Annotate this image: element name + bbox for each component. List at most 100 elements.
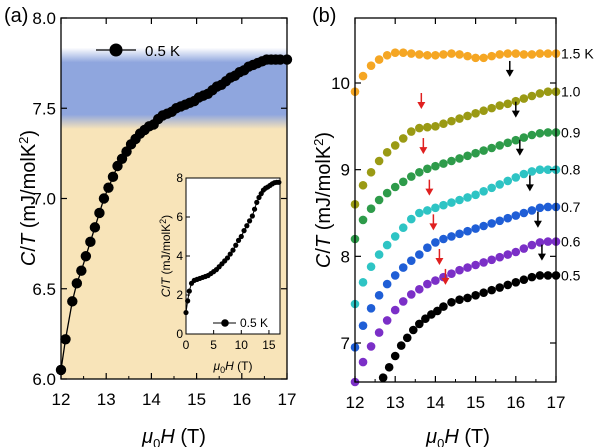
panel-b-point xyxy=(519,275,529,285)
panel-a-xtick-label: 14 xyxy=(142,390,161,409)
panel-b-xtick-label: 13 xyxy=(386,393,405,412)
panel-b-point xyxy=(366,342,376,351)
panel-b-point xyxy=(358,321,368,330)
panel-b-point xyxy=(527,240,537,250)
panel-b-point xyxy=(406,290,416,299)
panel-b-xtick-label: 17 xyxy=(547,393,566,412)
panel-b-point xyxy=(511,173,521,182)
panel-b-point xyxy=(423,122,432,132)
panel-b-point xyxy=(415,123,424,133)
panel-b-point xyxy=(423,206,432,215)
panel-b-point xyxy=(479,288,488,298)
transition-arrow-head xyxy=(505,69,514,77)
panel-b-xtick-label: 12 xyxy=(346,393,365,412)
panel-b-point xyxy=(374,250,384,259)
inset-background xyxy=(186,178,280,334)
panel-b-point xyxy=(495,283,505,292)
series-temperature-label: 1.5 K xyxy=(561,46,594,62)
panel-b-point xyxy=(495,50,505,59)
panel-b-point xyxy=(519,244,529,253)
panel-b-ytick-label: 10 xyxy=(331,74,350,93)
inset-point xyxy=(238,233,244,240)
panel-b-xlabel: μ0H (T) xyxy=(425,426,490,447)
inset-ytick-label: 2 xyxy=(176,288,183,302)
panel-b-point xyxy=(398,177,408,187)
panel-b-point xyxy=(431,161,440,171)
inset: 0 5 10 15 0 2 4 6 8 0.5 K C/T (mJ/molK2) μ0H (T) xyxy=(158,171,282,375)
inset-ytick-label: 0 xyxy=(176,327,183,341)
panel-b-point xyxy=(382,188,392,198)
panel-b-point xyxy=(398,223,408,233)
transition-arrow-head xyxy=(537,253,546,261)
panel-b-point xyxy=(421,314,430,324)
inset-point xyxy=(254,199,260,205)
panel-b-ytick-label: 8 xyxy=(341,247,350,266)
panel-b-point xyxy=(527,50,537,59)
panel-b-point xyxy=(406,172,416,181)
panel-b-point xyxy=(503,280,513,290)
inset-xlabel: μ0H (T) xyxy=(213,359,253,375)
panel-b-ytick-label: 7 xyxy=(341,334,350,353)
transition-arrow xyxy=(417,93,426,109)
panel-b-point xyxy=(503,250,513,259)
panel-a-point xyxy=(85,236,96,248)
panel-b-point xyxy=(455,295,464,304)
panel-a-legend-label: 0.5 K xyxy=(145,43,180,60)
series-temperature-label: 0.7 xyxy=(561,199,581,215)
panel-b-point xyxy=(439,50,448,59)
inset-ytick-label: 8 xyxy=(176,171,183,185)
panel-b-point xyxy=(543,165,553,174)
panel-b-point xyxy=(535,203,545,213)
panel-b-point xyxy=(402,333,412,343)
panel-a-ytick-label: 7.5 xyxy=(32,99,56,118)
panel-b-point xyxy=(447,116,456,126)
panel-b-point xyxy=(519,50,529,59)
panel-b-point xyxy=(527,206,537,215)
panel-b-point xyxy=(447,269,456,278)
transition-arrow-head xyxy=(419,147,428,155)
inset-point xyxy=(276,179,282,185)
panel-b-series xyxy=(378,271,561,382)
panel-b-point xyxy=(447,297,456,307)
panel-b-point xyxy=(398,297,408,306)
panel-a-label: (a) xyxy=(4,5,28,27)
panel-b-point xyxy=(471,291,480,300)
inset-point xyxy=(186,288,192,294)
panel-b-point xyxy=(358,215,368,225)
panel-b-point xyxy=(463,293,472,303)
panel-b-point xyxy=(511,211,521,220)
transition-arrow-head xyxy=(525,184,534,192)
panel-b-point xyxy=(366,204,376,213)
panel-b-point xyxy=(406,214,416,224)
panel-b-point xyxy=(374,195,384,205)
panel-b-point xyxy=(398,48,408,57)
panel-b-point xyxy=(390,351,400,361)
panel-a-ylabel: C/T (mJ/molK2) xyxy=(16,130,40,266)
transition-arrow xyxy=(533,211,542,228)
panel-a-xtick-label: 15 xyxy=(187,390,206,409)
panel-b-point xyxy=(471,109,480,118)
panel-b-point xyxy=(396,341,406,350)
panel-b-point xyxy=(519,169,529,179)
panel-b-point xyxy=(431,203,440,213)
panel-a-point xyxy=(67,296,78,307)
panel-b-point xyxy=(495,252,505,262)
panel-b-point xyxy=(479,146,488,155)
panel-b-point xyxy=(406,127,416,136)
panel-b-point xyxy=(433,306,442,316)
transition-arrow xyxy=(537,244,546,261)
panel-b-point xyxy=(455,114,464,123)
panel-b-point xyxy=(439,302,448,311)
series-temperature-label: 1.0 xyxy=(561,84,581,100)
panel-b-point xyxy=(519,133,529,142)
panel-b-point xyxy=(535,165,545,174)
transition-arrow-head xyxy=(435,258,444,265)
panel-b-xtick-label: 16 xyxy=(506,393,525,412)
panel-b-point xyxy=(431,50,440,60)
panel-b-point xyxy=(455,195,464,205)
panel-a-xtick-label: 12 xyxy=(52,390,71,409)
panel-b-point xyxy=(415,284,424,294)
panel-b-point xyxy=(535,128,545,138)
panel-b-point xyxy=(358,357,368,367)
series-temperature-label: 0.5 xyxy=(561,267,581,283)
